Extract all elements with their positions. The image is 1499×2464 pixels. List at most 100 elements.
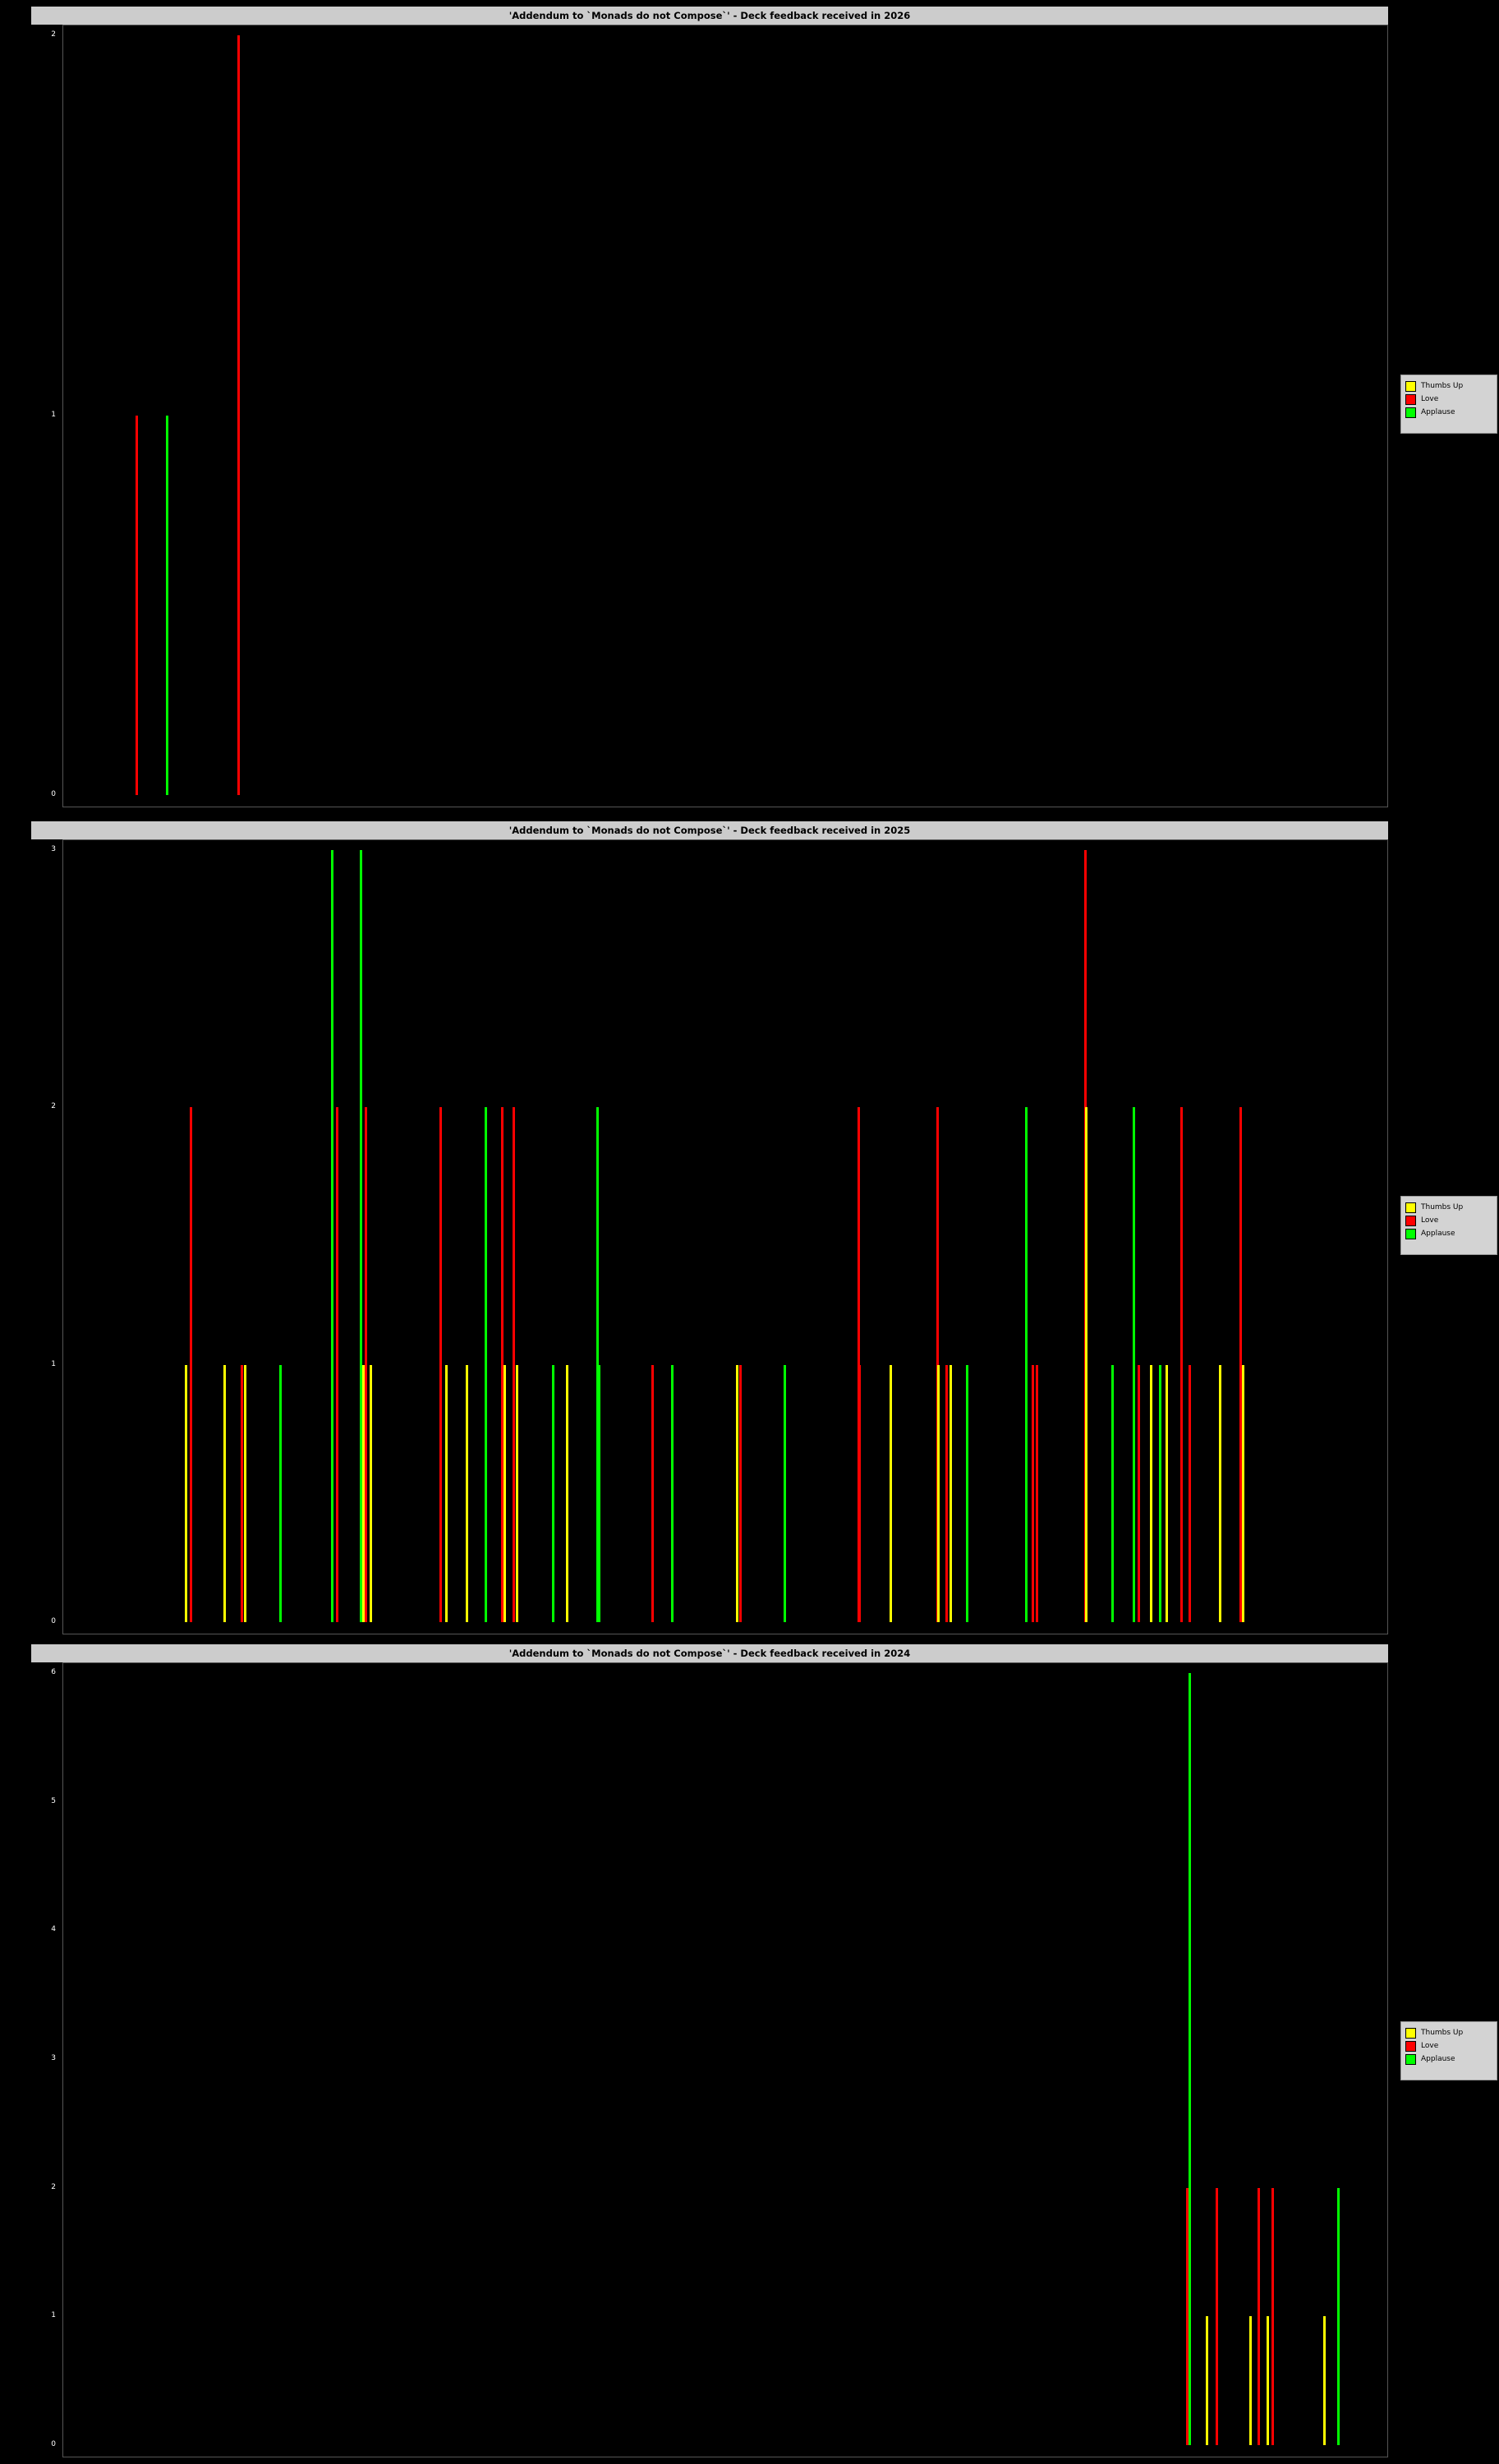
bar	[738, 1364, 742, 1622]
y-tick-label: 2	[51, 1102, 56, 1111]
panel-title-2026: 'Addendum to `Monads do not Compose`' - …	[31, 7, 1388, 25]
bar	[857, 1107, 860, 1622]
bar	[466, 1364, 469, 1622]
bar	[950, 1364, 953, 1622]
bar	[516, 1364, 519, 1622]
y-tick-label: 3	[51, 845, 56, 853]
legend-row: Love	[1405, 2039, 1492, 2053]
bar	[439, 1107, 442, 1622]
legend-label: Thumbs Up	[1421, 382, 1464, 390]
bar	[1219, 1364, 1222, 1622]
bar	[1189, 1673, 1192, 2445]
bar	[335, 1107, 338, 1622]
bar	[1337, 2187, 1340, 2445]
legend-label: Thumbs Up	[1421, 1203, 1464, 1211]
bar	[185, 1364, 188, 1622]
bar	[1241, 1364, 1244, 1622]
bar	[1179, 1107, 1183, 1622]
bar	[1216, 2187, 1219, 2445]
bar	[651, 1364, 654, 1622]
applause-swatch-icon	[1405, 2053, 1416, 2065]
bar	[1111, 1364, 1115, 1622]
bar	[500, 1107, 503, 1622]
bar	[503, 1364, 506, 1622]
bar	[1248, 2316, 1252, 2445]
legend-row: Love	[1405, 1214, 1492, 1227]
legend-row: Thumbs Up	[1405, 379, 1492, 393]
bar	[890, 1364, 893, 1622]
bar	[365, 1107, 368, 1622]
panel-title-2025: 'Addendum to `Monads do not Compose`' - …	[31, 821, 1388, 839]
love-swatch-icon	[1405, 2040, 1416, 2052]
bar	[1189, 1364, 1192, 1622]
bar	[513, 1107, 516, 1622]
thumbs-up-swatch-icon	[1405, 2027, 1416, 2039]
bar	[1166, 1364, 1169, 1622]
bar	[735, 1364, 738, 1622]
thumbs-up-swatch-icon	[1405, 380, 1416, 392]
legend-2025: Thumbs Up Love Applause	[1400, 1196, 1497, 1255]
bar	[136, 415, 139, 795]
legend-label: Applause	[1421, 1230, 1455, 1238]
thumbs-up-swatch-icon	[1405, 1202, 1416, 1213]
legend-row: Applause	[1405, 406, 1492, 419]
applause-swatch-icon	[1405, 407, 1416, 418]
bar	[1032, 1364, 1035, 1622]
y-tick-label: 1	[51, 2311, 56, 2320]
bar	[1258, 2187, 1261, 2445]
bar	[240, 1364, 243, 1622]
legend-row: Applause	[1405, 1227, 1492, 1240]
bar	[937, 1364, 940, 1622]
y-tick-label: 4	[51, 1925, 56, 1934]
bar	[369, 1364, 372, 1622]
y-axis-ticks-2026: 0 1 2	[31, 25, 61, 807]
bar	[361, 1364, 365, 1622]
bar	[1035, 1364, 1038, 1622]
y-tick-label: 6	[51, 1668, 56, 1676]
legend-label: Love	[1421, 2042, 1439, 2050]
bar	[1133, 1107, 1136, 1622]
bar	[1239, 1107, 1243, 1622]
bar	[783, 1364, 786, 1622]
bar	[1206, 2316, 1209, 2445]
bar	[1186, 2187, 1189, 2445]
bar	[1323, 2316, 1327, 2445]
bar	[552, 1364, 555, 1622]
y-tick-label: 5	[51, 1796, 56, 1805]
bar	[566, 1364, 569, 1622]
bar	[243, 1364, 246, 1622]
bar	[360, 850, 363, 1622]
legend-2024: Thumbs Up Love Applause	[1400, 2021, 1497, 2080]
bar	[484, 1107, 487, 1622]
legend-row: Thumbs Up	[1405, 1201, 1492, 1214]
legend-label: Love	[1421, 1216, 1439, 1225]
bar	[1137, 1364, 1140, 1622]
bar	[1085, 1107, 1088, 1622]
love-swatch-icon	[1405, 393, 1416, 405]
legend-label: Applause	[1421, 408, 1455, 416]
bar	[166, 415, 168, 795]
bar	[445, 1364, 448, 1622]
y-axis-ticks-2025: 0 1 2 3	[31, 839, 61, 1634]
plot-area-2025	[62, 839, 1388, 1634]
love-swatch-icon	[1405, 1215, 1416, 1226]
applause-swatch-icon	[1405, 1228, 1416, 1239]
y-tick-label: 1	[51, 1359, 56, 1368]
bar	[597, 1364, 600, 1622]
plot-area-2026	[62, 25, 1388, 807]
bar	[1267, 2316, 1270, 2445]
bar	[858, 1364, 862, 1622]
bar	[1271, 2187, 1274, 2445]
bar	[1025, 1107, 1028, 1622]
y-tick-label: 3	[51, 2054, 56, 2062]
bar	[223, 1364, 226, 1622]
y-tick-label: 0	[51, 2440, 56, 2448]
bar	[1159, 1364, 1162, 1622]
legend-label: Applause	[1421, 2055, 1455, 2063]
y-tick-label: 2	[51, 2182, 56, 2191]
y-tick-label: 0	[51, 790, 56, 798]
bar	[279, 1364, 283, 1622]
panel-2025: 'Addendum to `Monads do not Compose`' - …	[31, 821, 1388, 1634]
legend-2026: Thumbs Up Love Applause	[1400, 375, 1497, 434]
